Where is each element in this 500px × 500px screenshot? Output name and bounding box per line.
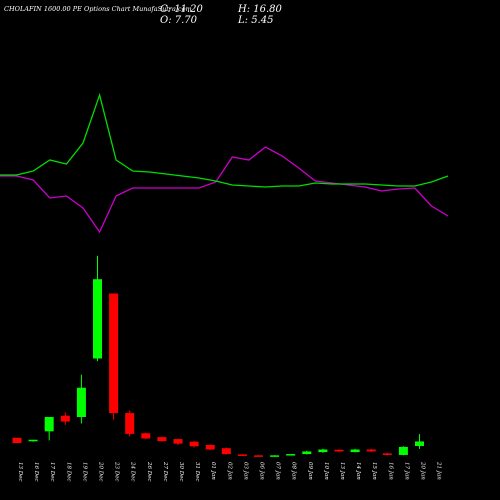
candle-3 [44,417,54,441]
purple-indicator-line [0,146,449,234]
candle-body [270,455,280,457]
x-tick-label: 23 Dec [114,461,120,482]
indicator-lines [0,92,449,234]
candle-body [415,441,424,446]
x-tick-label: 02 Jan [226,462,232,480]
candle-body [318,449,328,453]
candle-17 [270,455,280,457]
low-value: L: 5.45 [238,15,274,26]
candle-14 [221,447,231,455]
candle-10 [157,436,167,442]
candle-body [350,449,360,453]
x-tick-label: 24 Dec [130,461,136,482]
candle-2 [28,439,38,442]
x-tick-label: 30 Dec [178,462,184,482]
candle-body [76,387,86,417]
candle-body [221,448,231,455]
candle-body [205,444,215,450]
candle-body [334,449,344,452]
candle-13 [205,444,215,451]
x-tick-label: 17 Dec [49,462,55,482]
candle-body [173,439,183,444]
candle-15 [237,454,247,456]
x-tick-label: 16 Dec [33,462,39,482]
x-tick-label: 15 Jan [371,462,377,480]
close-value: C: 11.20 [160,4,203,15]
x-tick-label: 03 Jan [242,462,248,480]
x-tick-label: 10 Jan [323,462,329,480]
candle-19 [302,450,312,455]
candle-body [109,293,119,414]
candle-body [382,453,392,455]
x-tick-label: 20 Dec [98,461,104,482]
x-tick-label: 27 Dec [162,461,168,482]
candle-5 [76,374,86,424]
open-value: O: 7.70 [160,15,198,26]
candle-23 [366,448,376,453]
candle-26 [415,434,424,449]
candle-18 [286,453,296,456]
candle-body [12,437,22,443]
x-tick-label: 08 Jan [291,462,297,480]
candle-9 [141,432,151,440]
x-tick-label: 21 Jan [436,461,442,480]
candle-body [302,451,312,455]
x-tick-label: 18 Dec [65,462,71,482]
x-tick-label: 17 Jan [403,462,409,480]
candle-body [157,437,167,442]
candle-20 [318,448,328,453]
candle-8 [125,410,135,437]
candle-25 [398,446,408,456]
candle-body [237,454,247,456]
green-indicator-line [0,92,449,188]
candle-body [366,449,376,452]
candle-4 [60,412,70,425]
x-tick-label: 01 Jan [210,462,216,480]
candle-1 [12,437,22,443]
candle-body [398,446,408,455]
candle-6 [93,255,102,362]
candle-11 [173,438,183,445]
candle-body [254,455,263,457]
x-tick-label: 14 Jan [355,462,361,480]
candle-body [28,439,38,442]
candle-body [286,454,296,456]
x-tick-label: 20 Jan [420,461,426,480]
candle-body [189,441,199,447]
high-value: H: 16.80 [238,4,282,15]
x-tick-label: 31 Dec [194,462,200,482]
chart-title: CHOLAFIN 1600.00 PE Options Chart Munafa… [4,5,192,13]
candle-7 [109,293,119,420]
x-tick-label: 06 Jan [259,462,265,480]
candle-12 [189,441,199,448]
candles-group [12,255,424,457]
x-tick-label: 16 Jan [387,462,393,480]
candle-24 [382,452,392,456]
candle-body [93,279,102,359]
candle-16 [254,455,263,457]
x-tick-label: 13 Dec [17,462,23,482]
x-tick-label: 07 Jan [275,462,281,480]
candle-body [44,417,54,432]
candle-21 [334,449,344,453]
x-tick-label: 19 Dec [81,462,87,482]
candle-body [125,413,135,434]
x-tick-label: 09 Jan [307,462,313,480]
candle-body [60,415,70,422]
x-tick-label: 13 Jan [339,462,345,480]
candle-body [141,433,151,439]
candle-22 [350,448,360,453]
x-tick-label: 26 Dec [146,461,152,482]
x-axis-labels: 13 Dec 16 Dec 17 Dec 18 Dec 19 Dec 20 Dec 23 D… [17,461,442,482]
